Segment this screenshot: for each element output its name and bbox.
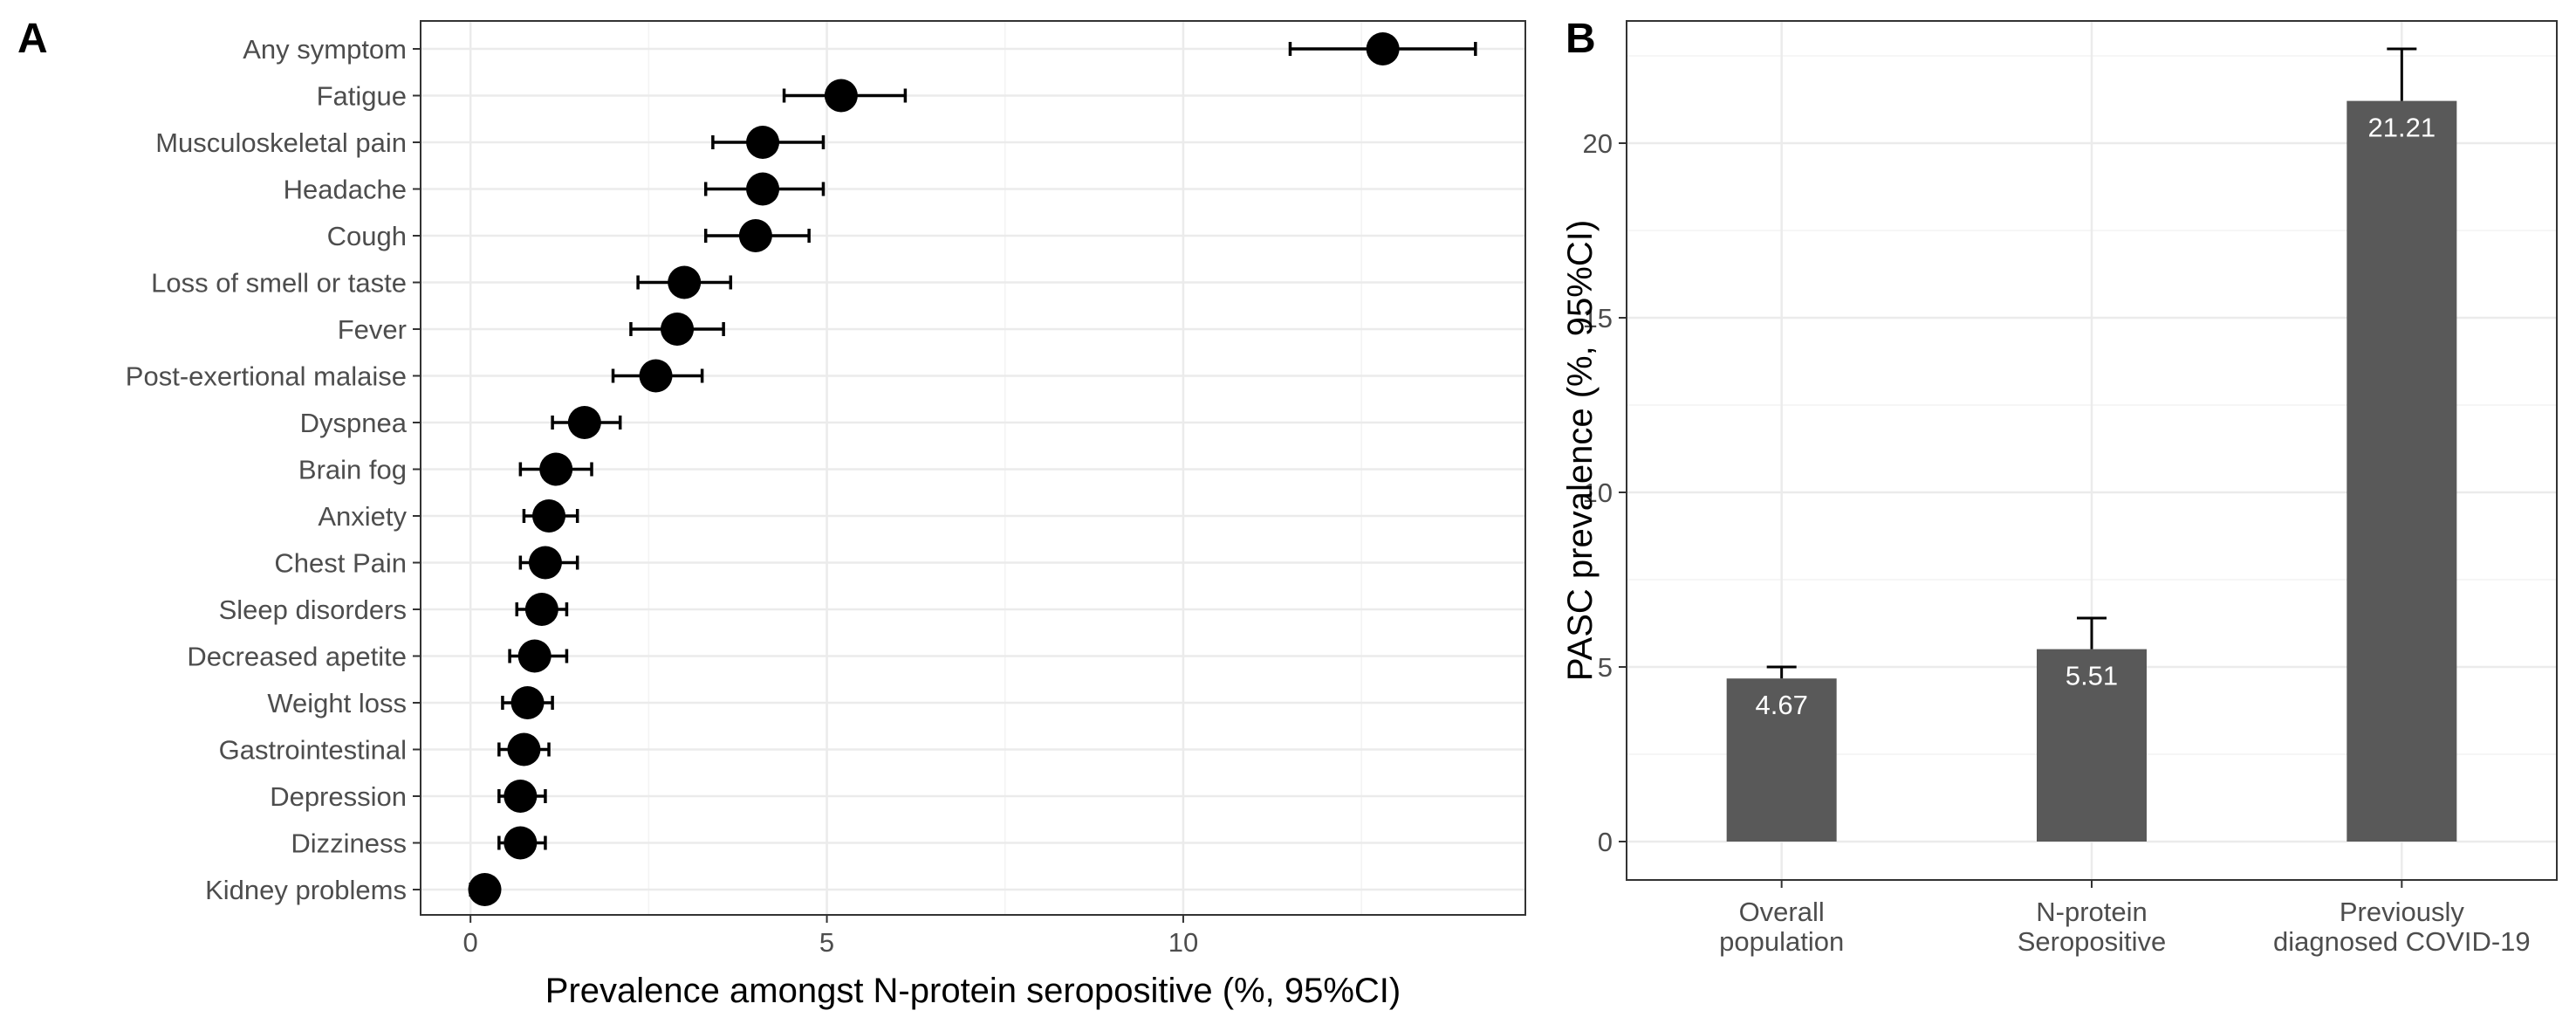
panel-a-category-label: Cough <box>327 221 407 251</box>
panel-a-point <box>738 219 772 252</box>
panel-a-point <box>528 546 562 580</box>
panel-a-x-tick-label: 5 <box>819 927 834 958</box>
panel-letter-a: A <box>17 16 48 62</box>
panel-a-point <box>1366 32 1400 65</box>
panel-a-point <box>567 406 601 439</box>
panel-b-y-tick-label: 5 <box>1598 652 1613 683</box>
panel-b-bar-value-label: 5.51 <box>2066 661 2118 691</box>
panel-a-category-label: Sleep disorders <box>219 595 407 625</box>
panel-a-point <box>639 359 673 393</box>
panel-a-category-label: Fatigue <box>317 81 407 112</box>
panel-a-category-label: Post-exertional malaise <box>126 361 407 392</box>
panel-a-point <box>668 265 702 299</box>
panel-a-x-tick-label: 0 <box>463 927 478 958</box>
panel-a-category-label: Brain fog <box>298 455 407 485</box>
panel-b-category-label: population <box>1719 926 1844 957</box>
panel-a-category-label: Kidney problems <box>205 875 407 905</box>
panel-a-category-label: Loss of smell or taste <box>151 268 407 299</box>
panel-a-point <box>539 452 573 486</box>
panel-a-category-label: Chest Pain <box>274 548 407 579</box>
panel-a-category-label: Anxiety <box>318 501 407 532</box>
panel-b-category-label: Seropositive <box>2018 926 2167 957</box>
panel-a-category-label: Depression <box>270 781 407 812</box>
panel-a-point <box>524 593 558 626</box>
panel-a-point <box>504 826 538 860</box>
panel-b-category-label: N-protein <box>2036 897 2148 927</box>
panel-a-category-label: Musculoskeletal pain <box>155 127 407 158</box>
panel-a-point <box>532 499 566 533</box>
panel-a-category-label: Dyspnea <box>300 408 408 438</box>
panel-a-point <box>661 313 695 346</box>
panel-a-border <box>420 20 1526 916</box>
panel-b-bar <box>2037 649 2147 842</box>
panel-a-point <box>746 126 780 159</box>
panel-a-category-label: Headache <box>284 175 407 205</box>
panel-b-bar <box>1726 678 1837 842</box>
panel-a-category-label: Decreased apetite <box>187 642 407 672</box>
panel-b-bar-value-label: 21.21 <box>2368 113 2436 143</box>
panel-a-point <box>517 639 552 673</box>
panel-a-point <box>824 79 858 113</box>
panel-a-point <box>510 686 545 719</box>
panel-a-category-label: Dizziness <box>291 828 407 859</box>
panel-b-y-tick-label: 15 <box>1583 303 1613 333</box>
panel-a-point <box>746 172 780 206</box>
panel-b-category-label: diagnosed COVID-19 <box>2273 926 2531 957</box>
panel-b-y-tick-label: 10 <box>1583 478 1613 508</box>
panel-a-category-label: Any symptom <box>243 34 407 65</box>
panel-a-point <box>507 732 541 766</box>
panel-a-point <box>468 873 502 906</box>
panel-b-category-label: Previously <box>2340 897 2464 927</box>
panel-b-y-tick-label: 0 <box>1598 827 1613 857</box>
panel-letter-b: B <box>1565 16 1596 62</box>
panel-a-x-tick-label: 10 <box>1168 927 1198 958</box>
panel-a-dot-plot: Any symptom Fatigue Musculoskeletal pain He… <box>126 20 1526 1010</box>
panel-b-bar <box>2346 100 2457 842</box>
panel-a-category-label: Fever <box>338 314 407 345</box>
panel-a-category-label: Weight loss <box>267 688 407 718</box>
panel-b-bar-value-label: 4.67 <box>1755 690 1807 720</box>
panel-b-category-label: Overall <box>1739 897 1825 927</box>
panel-a-x-axis-title: Prevalence amongst N-protein seropositiv… <box>545 972 1401 1010</box>
panel-a-category-label: Gastrointestinal <box>219 735 407 766</box>
panel-a-point <box>504 780 538 813</box>
panel-b-y-tick-label: 20 <box>1583 128 1613 159</box>
panel-b-y-axis-title: PASC prevalence (%, 95%CI) <box>1561 220 1600 681</box>
